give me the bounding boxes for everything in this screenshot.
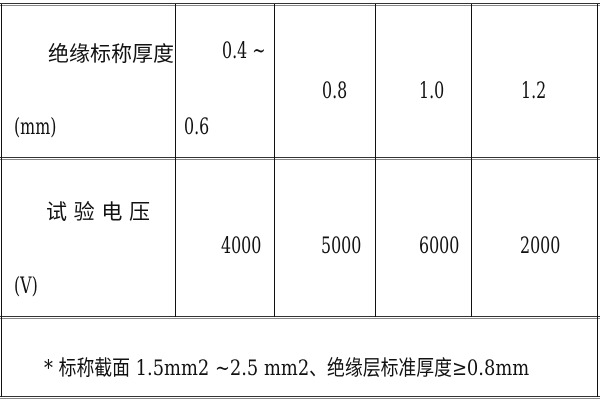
voltage-value: 2000 xyxy=(520,234,561,259)
voltage-label: 试 验 电 压 xyxy=(46,200,151,224)
voltage-value: 5000 xyxy=(321,234,362,259)
row-divider xyxy=(0,157,600,160)
voltage-value: 6000 xyxy=(419,234,460,259)
table-border-top xyxy=(0,3,600,6)
voltage-unit: (V) xyxy=(14,274,38,299)
column-divider xyxy=(175,4,176,317)
thickness-unit: (mm) xyxy=(14,115,57,140)
thickness-label: 绝缘标称厚度 xyxy=(48,42,174,66)
thickness-value-range-start: 0.4 ~ xyxy=(222,39,266,64)
thickness-value: 1.2 xyxy=(521,79,547,104)
footnote: * 标称截面 1.5mm2 ~2.5 mm2、绝缘层标准厚度≥0.8mm xyxy=(44,356,530,380)
thickness-value: 1.0 xyxy=(419,79,445,104)
voltage-value: 4000 xyxy=(221,234,262,259)
column-divider xyxy=(375,4,376,317)
column-divider xyxy=(274,4,275,317)
table-border-left xyxy=(1,4,2,397)
thickness-value: 0.8 xyxy=(322,79,348,104)
thickness-value-range-end: 0.6 xyxy=(184,115,210,140)
column-divider xyxy=(471,4,472,317)
row-divider xyxy=(0,316,600,319)
table-border-bottom xyxy=(0,396,600,399)
table-border-right xyxy=(597,4,598,397)
